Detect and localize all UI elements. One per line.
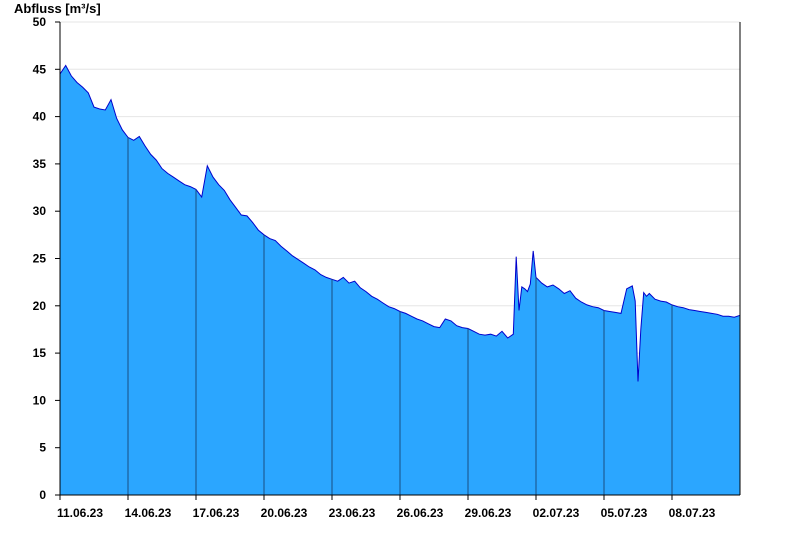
series-line	[59, 64, 741, 382]
x-tick-label: 20.06.23	[261, 506, 308, 520]
y-tick-label: 15	[33, 346, 47, 360]
x-tick-label: 14.06.23	[125, 506, 172, 520]
y-tick-label: 25	[33, 252, 47, 266]
y-tick-label: 5	[39, 441, 46, 455]
date-markers	[127, 137, 673, 495]
series-area-fill	[60, 65, 740, 495]
x-tick-label: 23.06.23	[329, 506, 376, 520]
y-tick-label: 50	[33, 15, 47, 29]
x-tick-label: 02.07.23	[533, 506, 580, 520]
x-tick-label: 17.06.23	[193, 506, 240, 520]
y-axis-title: Abfluss [m³/s]	[14, 1, 101, 16]
y-tick-label: 20	[33, 299, 47, 313]
y-tick-label: 40	[33, 110, 47, 124]
y-tick-label: 0	[39, 488, 46, 502]
area-series	[59, 64, 741, 495]
x-tick-label: 05.07.23	[601, 506, 648, 520]
x-ticks: 11.06.23 14.06.23 17.06.23 20.06.23 23.06.23…	[57, 495, 716, 520]
y-tick-label: 30	[33, 204, 47, 218]
y-tick-label: 10	[33, 393, 47, 407]
y-ticks: 0 5 10 15 20 25 30 35 40 45 50	[33, 15, 60, 502]
y-tick-label: 35	[33, 157, 47, 171]
x-tick-label: 11.06.23	[57, 506, 103, 520]
x-tick-label: 29.06.23	[465, 506, 512, 520]
x-tick-label: 26.06.23	[397, 506, 444, 520]
y-tick-label: 45	[33, 62, 47, 76]
x-tick-label: 08.07.23	[669, 506, 716, 520]
